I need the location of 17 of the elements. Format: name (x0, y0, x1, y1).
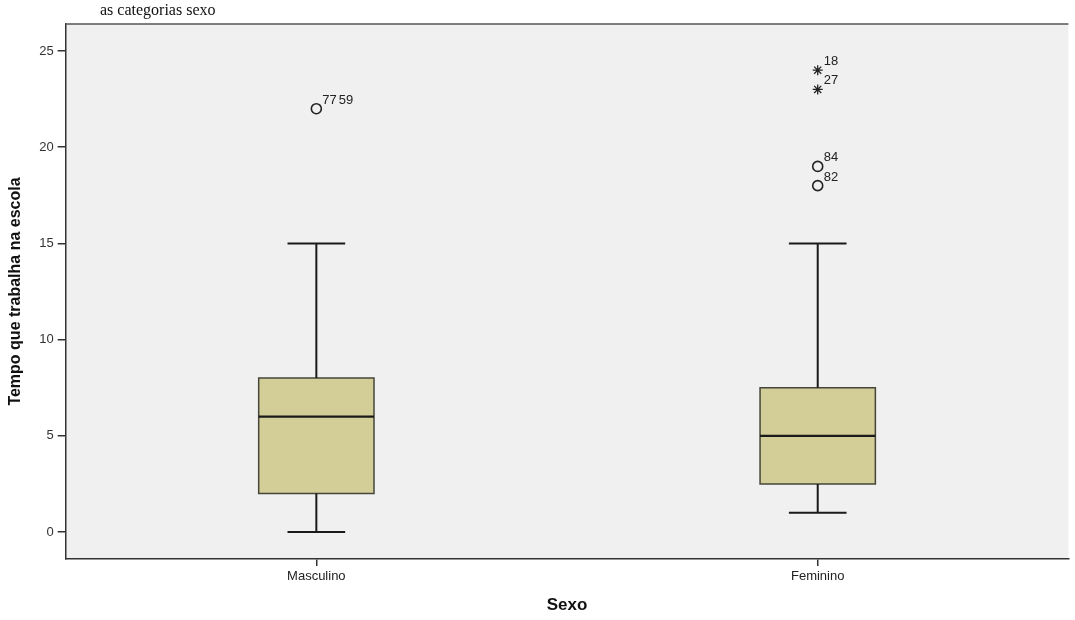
x-tick-label: Masculino (287, 568, 346, 584)
annotation: 27 (823, 72, 839, 88)
y-axis-title: Tempo que trabalha na escola (6, 177, 24, 406)
y-tick-label: 25 (39, 42, 54, 58)
annotation: 59 (338, 91, 354, 107)
y-tick-label: 10 (39, 331, 54, 347)
chart-title: as categorias sexo (100, 1, 216, 19)
annotation: 84 (823, 149, 839, 165)
annotation: 18 (823, 53, 839, 69)
annotation: 82 (823, 168, 839, 184)
x-axis-title: Sexo (546, 595, 588, 615)
y-tick-label: 20 (39, 138, 54, 154)
annotation: 77 (322, 91, 337, 107)
y-tick-label: 0 (46, 523, 54, 539)
x-tick-label: Feminino (790, 568, 845, 584)
y-tick-label: 15 (39, 234, 54, 250)
y-tick-label: 5 (46, 427, 54, 443)
